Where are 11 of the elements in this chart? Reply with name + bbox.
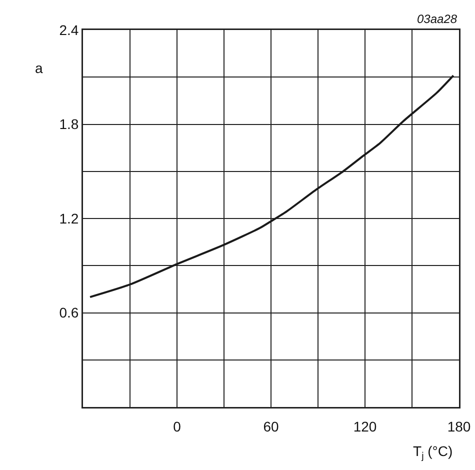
y-tick-label: 1.8 [59, 116, 79, 132]
x-axis-title: T$_{j}$ (°C) [413, 443, 453, 462]
y-axis-title: a [35, 60, 43, 76]
y-tick-label: 1.2 [59, 210, 79, 226]
y-tick-label: 0.6 [59, 304, 79, 321]
x-tick-label: 180 [447, 418, 471, 434]
x-tick-label: 60 [263, 418, 279, 434]
text: 03aa28 [417, 12, 458, 26]
x-tick-label: 0 [173, 418, 182, 434]
x-tick-label: 120 [353, 418, 377, 434]
y-tick-label: 2.4 [59, 22, 79, 38]
